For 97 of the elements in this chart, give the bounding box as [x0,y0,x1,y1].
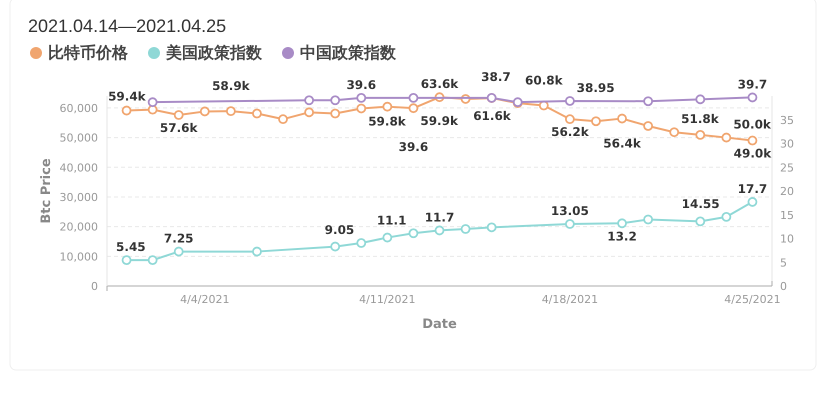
point [434,226,444,236]
point [617,114,627,124]
data-label: 61.6k [473,109,512,124]
point [356,93,366,103]
y-axis-title: Btc Price [39,158,54,224]
x-tick-label: 4/4/2021 [180,293,230,306]
legend-label: 比特币价格 [48,43,129,62]
point [564,219,575,229]
data-label: 17.7 [738,182,768,196]
data-label: 60.8k [525,74,564,88]
data-label: 38.95 [576,80,615,95]
point [356,238,366,248]
y2-tick-label: 30 [780,138,794,150]
point [748,92,758,102]
y2-tick-label: 25 [780,161,794,174]
point [408,93,418,103]
point [617,218,627,228]
point [564,96,575,106]
point [695,130,706,140]
data-label: 57.6k [160,121,199,135]
point [695,216,706,226]
data-label: 39.6 [346,78,376,92]
point [122,255,132,266]
data-label: 5.45 [116,240,146,254]
point [330,242,340,252]
point [460,224,470,234]
data-label: 13.05 [550,204,589,218]
data-label: 11.7 [424,210,454,224]
point [252,108,262,118]
point [591,116,601,126]
data-label: 59.9k [420,114,459,128]
y2-tick-label: 5 [780,256,787,270]
point [721,132,732,142]
point [226,106,236,116]
y-tick-label: 0 [91,280,98,293]
point [304,107,314,118]
point [669,127,680,138]
point [304,95,314,106]
point [330,108,340,118]
y-tick-label: 10,000 [60,250,98,264]
x-axis-title: Date [422,317,457,332]
y2-tick-label: 20 [780,185,794,198]
data-label: 50.0k [733,118,772,132]
point [122,106,132,116]
point [748,197,758,207]
x-tick-label: 4/11/2021 [359,293,416,306]
x-tick-label: 4/25/2021 [724,293,781,306]
data-label: 59.4k [108,90,147,104]
y-tick-label: 20,000 [60,220,98,234]
point [330,95,340,106]
point [148,255,158,266]
point [643,121,654,131]
point [408,228,418,238]
point [382,232,392,242]
data-label: 13.2 [607,229,637,244]
data-label: 7.25 [164,232,194,246]
point [408,103,418,114]
point [200,106,210,116]
data-label: 63.6k [420,77,460,92]
point [564,114,575,124]
y-tick-label: 40,000 [60,161,98,174]
legend-label: 中国政策指数 [300,43,397,62]
point [695,94,706,104]
point [252,246,262,256]
x-tick-label: 4/18/2021 [542,293,598,306]
data-label: 56.2k [551,125,590,140]
point [278,114,288,124]
y-tick-label: 50,000 [60,132,98,145]
data-label: 59.8k [368,114,407,128]
point [721,212,732,222]
data-label: 39.7 [738,77,768,92]
data-label: 49.0k [734,146,772,161]
data-label: 14.55 [682,196,720,211]
point [174,110,184,120]
point [382,102,392,112]
point [643,214,654,224]
data-label: 11.1 [376,213,406,228]
point [174,246,184,256]
y-tick-label: 60,000 [60,102,98,115]
y2-tick-label: 0 [780,280,787,293]
y2-tick-label: 35 [780,114,794,127]
y2-tick-label: 10 [780,232,794,246]
data-label: 9.05 [324,223,354,238]
legend-label: 美国政策指数 [165,43,263,62]
point [356,104,366,114]
data-label: 38.7 [481,70,511,84]
point [748,136,758,146]
data-label: 51.8k [681,112,720,126]
y-tick-label: 30,000 [60,190,98,204]
point [643,96,654,106]
y2-tick-label: 15 [780,208,794,222]
point [486,222,497,232]
data-label: 56.4k [603,136,642,151]
data-label: 39.6 [398,140,428,154]
point [148,97,158,108]
data-label: 58.9k [212,79,251,94]
chart-title: 2021.04.14—2021.04.25 [28,16,226,36]
